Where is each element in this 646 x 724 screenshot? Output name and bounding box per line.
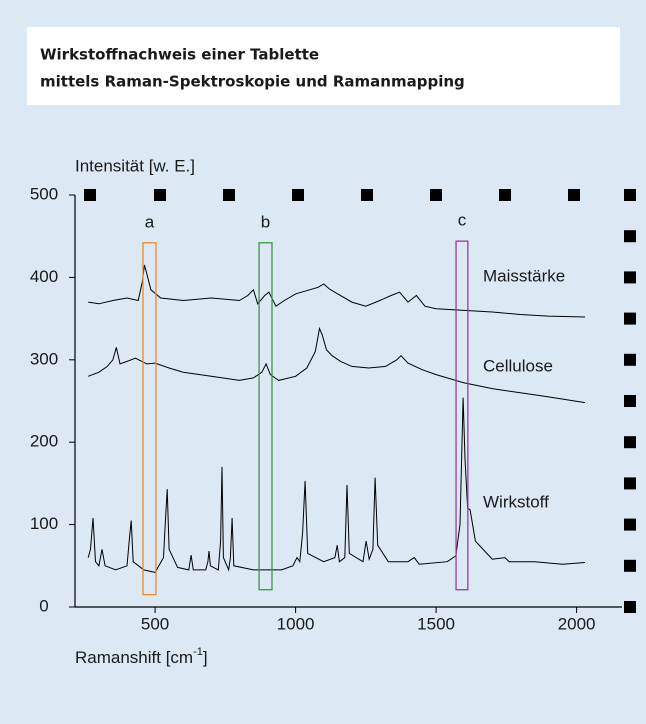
frame-square [624,601,636,613]
y-tick-label: 0 [39,596,48,615]
frame-square [624,230,636,243]
series-label: Maisstärke [483,266,565,285]
frame-square [624,271,636,284]
series-label: Cellulose [483,356,553,375]
y-tick-label: 100 [30,514,58,533]
chart-title: mittels Raman-Spektroskopie und Ramanmap… [40,73,465,91]
frame-square [624,395,636,407]
frame-square [624,518,636,531]
frame-square [624,189,636,201]
annotation-label: c [458,211,467,230]
x-tick-label: 2000 [558,614,596,633]
x-axis-label-end: ] [203,648,208,667]
title-box [27,27,620,105]
y-tick-label: 400 [30,267,58,286]
annotation-label: a [145,212,155,231]
frame-square [430,189,442,201]
annotation-box [455,240,469,591]
y-tick-label: 200 [30,432,58,451]
x-axis-label-sup: -1 [193,646,203,658]
x-axis-label-text: Ramanshift [cm [75,648,193,667]
frame-square [624,312,636,325]
y-axis-label: Intensität [w. E.] [75,156,195,175]
series-line [88,264,586,318]
frame-square [361,189,373,201]
series-line [88,326,586,404]
annotation-label: b [261,212,270,231]
annotation-box [142,242,157,596]
frame-square [84,189,96,201]
frame-square [292,189,304,201]
frame-square [624,353,636,366]
frame-square [624,477,636,490]
annotation-box [258,242,273,591]
series-label: Wirkstoff [483,492,549,511]
x-axis-label: Ramanshift [cm-1] [75,646,208,668]
x-tick-label: 500 [141,614,169,633]
frame-square [499,189,511,201]
frame-square [568,189,580,201]
x-tick-label: 1000 [277,614,315,633]
frame-square [154,189,166,201]
y-tick-label: 500 [30,184,58,203]
y-tick-label: 300 [30,349,58,368]
x-tick-label: 1500 [417,614,455,633]
frame-square [223,189,235,201]
frame-square [624,436,636,449]
chart-title: Wirkstoffnachweis einer Tablette [40,46,319,64]
frame-square [624,559,636,572]
